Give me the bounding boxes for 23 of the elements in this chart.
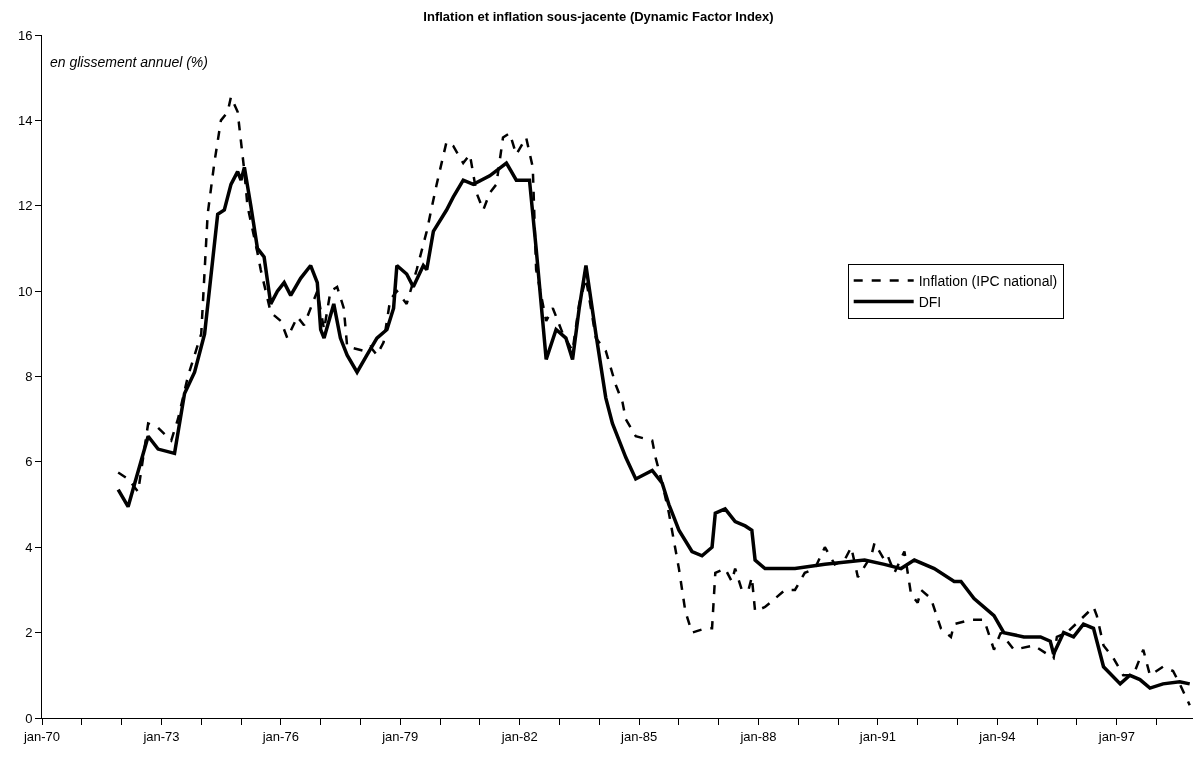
chart-title: Inflation et inflation sous-jacente (Dynamic Factor Index) — [423, 8, 774, 24]
x-tick-label: jan-88 — [739, 728, 777, 744]
x-tick-label: jan-79 — [381, 728, 419, 744]
x-tick-label: jan-94 — [978, 728, 1016, 744]
legend-label: DFI — [918, 294, 942, 311]
legend-label: Inflation (IPC national) — [918, 272, 1058, 289]
y-tick-label: 6 — [25, 454, 33, 470]
y-tick-label: 12 — [17, 198, 33, 214]
x-tick-label: jan-82 — [500, 728, 538, 744]
y-tick-label: 4 — [25, 539, 33, 555]
annotation: en glissement annuel (%) — [50, 54, 208, 70]
y-tick-label: 16 — [17, 27, 33, 43]
x-tick-label: jan-91 — [858, 728, 896, 744]
x-tick-label: jan-85 — [620, 728, 658, 744]
x-tick-label: jan-73 — [142, 728, 180, 744]
y-tick-label: 2 — [25, 625, 33, 641]
x-tick-label: jan-97 — [1097, 728, 1135, 744]
y-tick-label: 8 — [25, 369, 33, 385]
y-tick-label: 14 — [17, 112, 33, 128]
x-tick-label: jan-76 — [261, 728, 299, 744]
x-tick-label: jan-70 — [22, 728, 61, 744]
y-tick-label: 10 — [17, 283, 33, 299]
y-tick-label: 0 — [25, 710, 33, 726]
